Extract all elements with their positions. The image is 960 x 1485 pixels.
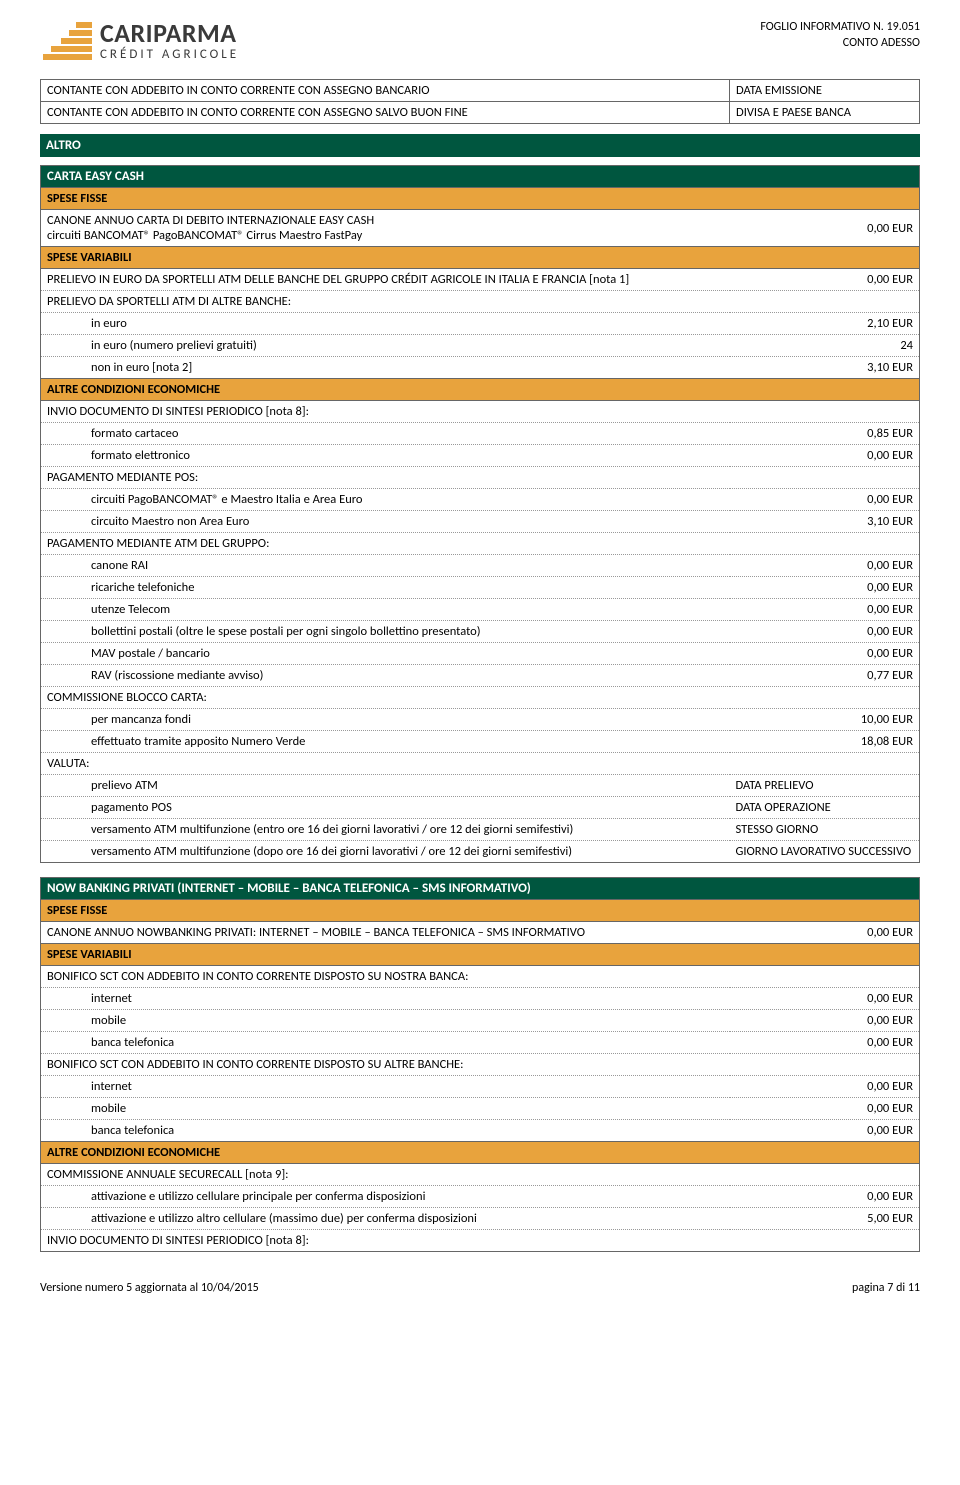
row-value: 0,00 EUR (730, 1076, 920, 1098)
carta-easy-cash-table: CARTA EASY CASH SPESE FISSE CANONE ANNUO… (40, 165, 920, 863)
row-value: 0,00 EUR (730, 577, 920, 599)
sub-header: SPESE FISSE (41, 900, 920, 922)
row-label: ricariche telefoniche (41, 577, 730, 599)
nowbanking-table: NOW BANKING PRIVATI (INTERNET – MOBILE –… (40, 877, 920, 1252)
row-label: pagamento POS (41, 797, 730, 819)
row-value: STESSO GIORNO (730, 819, 920, 841)
row-value: 24 (730, 335, 920, 357)
page-footer: Versione numero 5 aggiornata al 10/04/20… (40, 1277, 920, 1295)
row-value: 10,00 EUR (730, 709, 920, 731)
group-label: PRELIEVO DA SPORTELLI ATM DI ALTRE BANCH… (41, 291, 920, 313)
row-label: internet (41, 1076, 730, 1098)
group-label: PAGAMENTO MEDIANTE POS: (41, 467, 920, 489)
row-label: CANONE ANNUO NOWBANKING PRIVATI: INTERNE… (41, 922, 730, 944)
row-value: 0,00 EUR (730, 599, 920, 621)
logo-bars-icon (40, 22, 92, 60)
logo-sub: CRÉDIT AGRICOLE (100, 48, 239, 61)
row-value: 0,00 EUR (730, 269, 920, 291)
sub-header: SPESE VARIABILI (41, 247, 920, 269)
row-label: circuiti PagoBANCOMAT® e Maestro Italia … (41, 489, 730, 511)
sub-header: ALTRE CONDIZIONI ECONOMICHE (41, 1142, 920, 1164)
doc-ref-line2: CONTO ADESSO (760, 36, 920, 52)
row-label: CANONE ANNUO CARTA DI DEBITO INTERNAZION… (41, 210, 730, 247)
row-value: 3,10 EUR (730, 511, 920, 533)
top-table: CONTANTE CON ADDEBITO IN CONTO CORRENTE … (40, 79, 920, 124)
group-label: COMMISSIONE BLOCCO CARTA: (41, 687, 920, 709)
top-row-value: DIVISA E PAESE BANCA (730, 102, 920, 124)
row-value: 0,00 EUR (730, 1186, 920, 1208)
row-label: formato elettronico (41, 445, 730, 467)
row-label: canone RAI (41, 555, 730, 577)
top-row-label: CONTANTE CON ADDEBITO IN CONTO CORRENTE … (41, 102, 730, 124)
logo-name: CARIPARMA (100, 20, 239, 46)
row-label: mobile (41, 1010, 730, 1032)
sub-header: SPESE VARIABILI (41, 944, 920, 966)
row-value: 0,00 EUR (730, 555, 920, 577)
logo: CARIPARMA CRÉDIT AGRICOLE (40, 20, 239, 61)
row-value: 0,00 EUR (730, 1032, 920, 1054)
section-title: NOW BANKING PRIVATI (INTERNET – MOBILE –… (41, 878, 920, 900)
row-value: 5,00 EUR (730, 1208, 920, 1230)
row-value: 3,10 EUR (730, 357, 920, 379)
group-label: PAGAMENTO MEDIANTE ATM DEL GRUPPO: (41, 533, 920, 555)
row-label: formato cartaceo (41, 423, 730, 445)
row-value: 0,00 EUR (730, 621, 920, 643)
row-value: 0,77 EUR (730, 665, 920, 687)
group-label: COMMISSIONE ANNUALE SECURECALL [nota 9]: (41, 1164, 920, 1186)
top-row-label: CONTANTE CON ADDEBITO IN CONTO CORRENTE … (41, 80, 730, 102)
row-label: bollettini postali (oltre le spese posta… (41, 621, 730, 643)
group-label: BONIFICO SCT CON ADDEBITO IN CONTO CORRE… (41, 1054, 920, 1076)
row-label: attivazione e utilizzo cellulare princip… (41, 1186, 730, 1208)
group-label: BONIFICO SCT CON ADDEBITO IN CONTO CORRE… (41, 966, 920, 988)
row-value: 0,85 EUR (730, 423, 920, 445)
row-value: 18,08 EUR (730, 731, 920, 753)
row-value: 0,00 EUR (730, 445, 920, 467)
page-header: CARIPARMA CRÉDIT AGRICOLE FOGLIO INFORMA… (40, 20, 920, 61)
row-value: 2,10 EUR (730, 313, 920, 335)
row-value: 0,00 EUR (730, 922, 920, 944)
group-label: INVIO DOCUMENTO DI SINTESI PERIODICO [no… (41, 1230, 920, 1252)
row-label: PRELIEVO IN EURO DA SPORTELLI ATM DELLE … (41, 269, 730, 291)
row-label: versamento ATM multifunzione (dopo ore 1… (41, 841, 730, 863)
row-label: attivazione e utilizzo altro cellulare (… (41, 1208, 730, 1230)
row-label: per mancanza fondi (41, 709, 730, 731)
row-label: non in euro [nota 2] (41, 357, 730, 379)
row-label: circuito Maestro non Area Euro (41, 511, 730, 533)
row-label: effettuato tramite apposito Numero Verde (41, 731, 730, 753)
row-value: DATA OPERAZIONE (730, 797, 920, 819)
row-value: 0,00 EUR (730, 1120, 920, 1142)
row-value: DATA PRELIEVO (730, 775, 920, 797)
row-label: prelievo ATM (41, 775, 730, 797)
row-value: 0,00 EUR (730, 1010, 920, 1032)
group-label: VALUTA: (41, 753, 920, 775)
doc-ref-line1: FOGLIO INFORMATIVO N. 19.051 (760, 20, 920, 36)
row-label: versamento ATM multifunzione (entro ore … (41, 819, 730, 841)
row-label: in euro (41, 313, 730, 335)
footer-right: pagina 7 di 11 (852, 1281, 920, 1295)
row-value: 0,00 EUR (730, 988, 920, 1010)
row-label: banca telefonica (41, 1120, 730, 1142)
row-value: 0,00 EUR (730, 643, 920, 665)
row-label: utenze Telecom (41, 599, 730, 621)
row-value: 0,00 EUR (730, 210, 920, 247)
sub-header: SPESE FISSE (41, 188, 920, 210)
sub-header: ALTRE CONDIZIONI ECONOMICHE (41, 379, 920, 401)
row-label: mobile (41, 1098, 730, 1120)
row-label: internet (41, 988, 730, 1010)
section-title: CARTA EASY CASH (41, 166, 920, 188)
row-value: GIORNO LAVORATIVO SUCCESSIVO (730, 841, 920, 863)
row-label: MAV postale / bancario (41, 643, 730, 665)
altro-header: ALTRO (40, 134, 920, 157)
top-row-value: DATA EMISSIONE (730, 80, 920, 102)
row-value: 0,00 EUR (730, 489, 920, 511)
row-label: in euro (numero prelievi gratuiti) (41, 335, 730, 357)
row-label: RAV (riscossione mediante avviso) (41, 665, 730, 687)
doc-reference: FOGLIO INFORMATIVO N. 19.051 CONTO ADESS… (760, 20, 920, 51)
row-value: 0,00 EUR (730, 1098, 920, 1120)
footer-left: Versione numero 5 aggiornata al 10/04/20… (40, 1281, 259, 1295)
row-label: banca telefonica (41, 1032, 730, 1054)
group-label: INVIO DOCUMENTO DI SINTESI PERIODICO [no… (41, 401, 920, 423)
